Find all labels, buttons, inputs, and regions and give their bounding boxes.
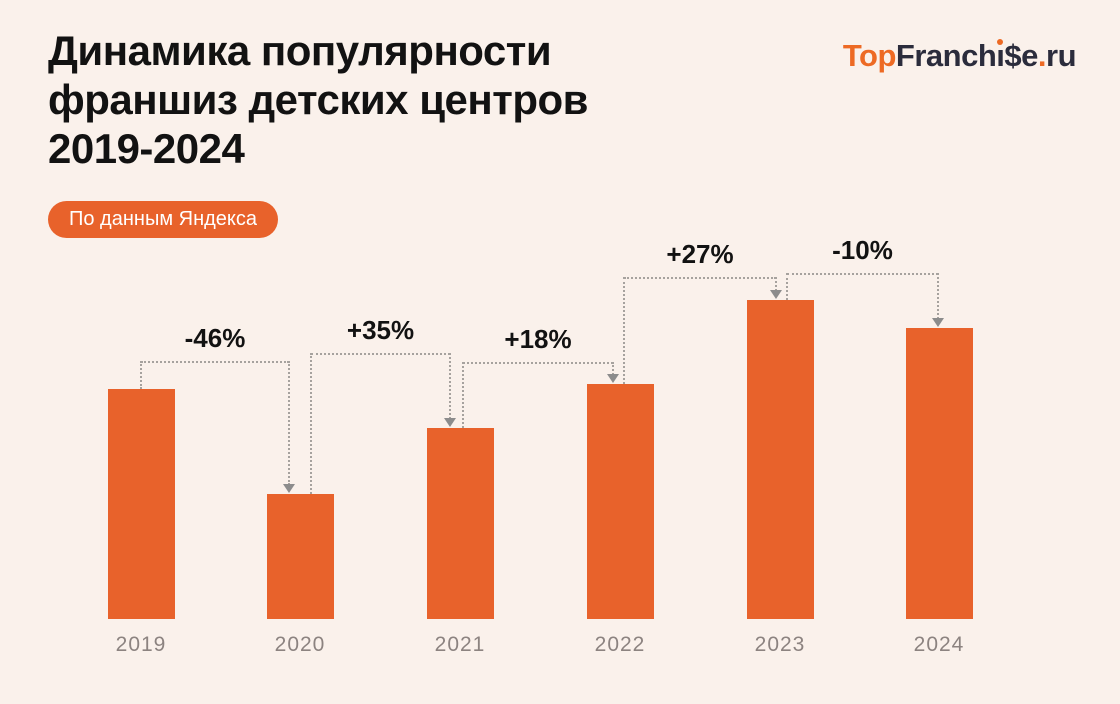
connector-stub [623,277,625,384]
logo-orange-period: . [1037,38,1047,73]
x-axis-label-2020: 2020 [274,633,326,656]
connector-drop [937,273,939,319]
connector-line [311,353,450,355]
logo-text-se: $e [1004,38,1038,73]
arrow-down-icon [607,374,619,383]
bar-2020 [266,494,334,619]
bar-2023 [746,300,814,619]
source-badge: По данным Яндекса [48,201,278,238]
bar-2019 [107,389,175,619]
title-line-3: 2019-2024 [48,125,245,172]
x-axis-label-2021: 2021 [434,633,486,656]
x-axis-label-2023: 2023 [754,633,806,656]
arrow-down-icon [283,484,295,493]
title-line-2: франшиз детских центров [48,76,588,123]
bar-2024 [905,328,973,619]
connector-line [463,362,613,364]
connector-stub [462,362,464,428]
connector-stub [786,273,788,300]
logo-orange-dot-i: ı [996,38,1005,73]
connector-drop [775,277,777,291]
change-label: +27% [666,239,734,269]
bar-2022 [586,384,654,619]
logo-text-ru: ru [1046,38,1077,73]
arrow-down-icon [770,290,782,299]
change-label: +18% [504,324,572,354]
arrow-down-icon [444,418,456,427]
title-line-1: Динамика популярности [48,27,552,74]
x-axis-label-2024: 2024 [913,633,965,656]
x-axis-label-2019: 2019 [115,633,167,656]
connector-drop [612,362,614,375]
change-label: +35% [346,315,415,345]
arrow-down-icon [932,318,944,327]
connector-line [787,273,938,275]
connector-stub [140,361,142,389]
connector-drop [288,361,290,485]
connector-stub [310,353,312,494]
x-axis-label-2022: 2022 [594,633,646,656]
connector-line [624,277,776,279]
change-label: -46% [184,323,246,353]
logo-text-franch: Franch [895,38,997,73]
change-label: -10% [832,235,893,265]
topfranchise-logo: Top Franch ı $e. ru [842,38,1077,74]
bar-2021 [426,428,494,619]
logo-text-top: Top [842,38,897,73]
page-title: Динамика популярности франшиз детских це… [48,26,588,173]
connector-line [141,361,289,363]
connector-drop [449,353,451,419]
